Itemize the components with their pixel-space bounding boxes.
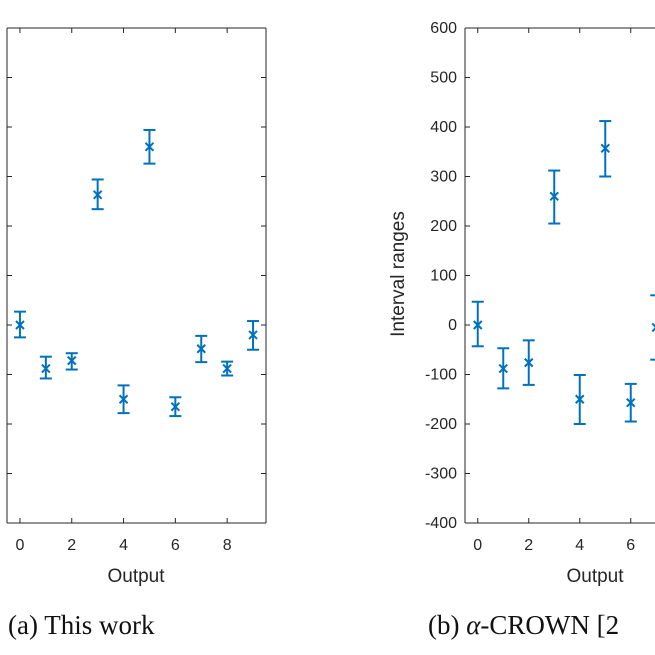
panel-b-caption-prefix: (b) [428, 610, 466, 640]
panel-a-point [248, 330, 258, 340]
panel-a-point-stroke [248, 330, 258, 340]
panel-b-xtick-label: 6 [626, 537, 635, 554]
panel-a-point-stroke [92, 190, 103, 200]
panel-b-xlabel: Output [566, 566, 624, 587]
panel-b-point [651, 322, 655, 333]
panel-b-ytick-label: 0 [448, 317, 457, 334]
panel-a-point-stroke [41, 363, 51, 374]
panel-a-caption: (a) This work [8, 610, 155, 640]
panel-b-ytick-label: 100 [430, 268, 457, 285]
panel-a-point-stroke [222, 363, 232, 374]
panel-a-point [15, 320, 25, 330]
panel-a-xtick-label: 6 [171, 537, 180, 554]
panel-b-ytick-label: -100 [425, 367, 457, 384]
panel-b-point [600, 143, 610, 153]
panel-b-point-stroke [575, 394, 585, 404]
panel-a-point [196, 344, 206, 354]
panel-a-plot: 0 2 4 6 8 [6, 27, 267, 554]
panel-b-point [498, 363, 508, 374]
panel-a-point [92, 190, 103, 200]
panel-b-ytick-label: -400 [425, 515, 457, 532]
panel-b-point [473, 320, 483, 330]
panel-b-point [626, 398, 636, 408]
panel-a-point [170, 401, 181, 412]
panel-b-xtick-label: 4 [575, 537, 584, 554]
panel-a-point-stroke [15, 320, 25, 330]
panel-a-xtick-label: 4 [119, 537, 128, 554]
panel-b-ytick-label: -300 [425, 466, 457, 483]
panel-a-xtick-label: 0 [15, 537, 24, 554]
panel-b-point-stroke [524, 357, 534, 368]
panel-b-point-stroke [498, 363, 508, 374]
panel-b-ytick-label: 400 [430, 119, 457, 136]
panel-b-caption-alpha: α [466, 610, 481, 640]
panel-b-point [549, 191, 559, 202]
panel-b-plot: -400 -300 -200 -100 0 100 200 300 400 500 600 0 2 4 6 [425, 20, 655, 554]
panel-b-caption-rest: -CROWN [2 [480, 610, 619, 640]
panel-a-point [222, 363, 232, 374]
panel-b-xtick-label: 0 [473, 537, 482, 554]
panel-a-xlabel: Output [107, 566, 165, 587]
panel-b-ytick-label: 600 [430, 20, 457, 37]
panel-a-point [67, 355, 77, 366]
panel-b-xtick-label: 2 [524, 537, 533, 554]
panel-b-point [524, 357, 534, 368]
panel-a-point-stroke [170, 401, 181, 412]
panel-b-point-stroke [626, 398, 636, 408]
panel-b-point-stroke [549, 191, 559, 202]
panel-b-caption: (b) α-CROWN [2 [428, 610, 619, 640]
panel-a-xtick-label: 8 [223, 537, 232, 554]
panel-a-point [118, 394, 129, 404]
panel-a-point [144, 142, 155, 152]
panel-a-point-stroke [196, 344, 206, 354]
panel-b-ytick-label: 500 [430, 70, 457, 87]
panel-a-point [41, 363, 51, 374]
panel-b-point-stroke [651, 322, 655, 328]
panel-a-point-stroke [67, 355, 77, 366]
panel-a-xtick-label: 2 [67, 537, 76, 554]
panel-b-ytick-label: 200 [430, 218, 457, 235]
panel-b-ytick-label: -200 [425, 416, 457, 433]
panel-b-point-stroke [600, 143, 610, 153]
panel-a-point-stroke [118, 394, 129, 404]
panel-b-point-stroke [473, 320, 483, 330]
panel-b-point-stroke [651, 327, 655, 333]
panel-b-ylabel: Interval ranges [388, 211, 409, 337]
panel-a-point-stroke [144, 142, 155, 152]
panel-b-ytick-label: 300 [430, 169, 457, 186]
panel-b-point [575, 394, 585, 404]
